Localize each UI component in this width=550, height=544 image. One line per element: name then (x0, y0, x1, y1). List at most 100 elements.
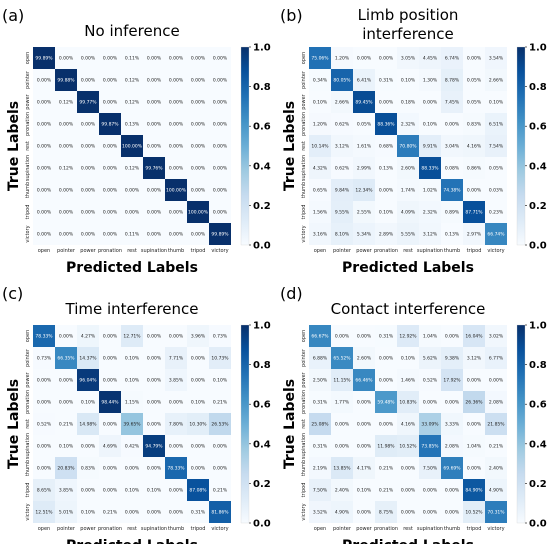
y-tick-label: victory (25, 503, 31, 520)
y-tick-label: pointer (301, 70, 307, 89)
panel-letter: (c) (2, 284, 23, 303)
heatmap-cell (77, 413, 99, 435)
cell-value-label: 0.83% (467, 122, 482, 128)
cell-value-label: 0.12% (59, 100, 74, 106)
cell-value-label: 0.00% (169, 78, 184, 84)
cell-value-label: 0.00% (147, 334, 162, 340)
colorbar-tick-label: 1.0 (529, 43, 547, 54)
colorbar-tick-label: 0.0 (253, 241, 271, 252)
x-tick-label: pronation (374, 526, 398, 532)
heatmap-cell (463, 179, 485, 201)
cell-value-label: 0.31% (379, 78, 394, 84)
cell-value-label: 1.20% (335, 56, 350, 62)
cell-value-label: 0.00% (335, 334, 350, 340)
cell-value-label: 1.15% (125, 400, 140, 406)
cell-value-label: 25.08% (311, 422, 329, 428)
heatmap-cell (187, 201, 209, 223)
heatmap-cell (55, 347, 77, 369)
x-tick-label: tripod (191, 526, 206, 532)
heatmap-cell (441, 413, 463, 435)
cell-value-label: 0.00% (125, 510, 140, 516)
cell-value-label: 4.45% (423, 56, 438, 62)
cell-value-label: 94.79% (145, 444, 163, 450)
heatmap-cell (55, 91, 77, 113)
heatmap-cell (397, 157, 419, 179)
cell-value-label: 9.38% (445, 356, 460, 362)
x-tick-label: pronation (98, 248, 122, 254)
cell-value-label: 0.12% (125, 78, 140, 84)
heatmap-cell (33, 479, 55, 501)
panel-letter: (b) (280, 6, 303, 25)
x-tick-label: open (314, 248, 326, 254)
heatmap-cell (165, 91, 187, 113)
heatmap-cell (441, 369, 463, 391)
heatmap-cell (187, 325, 209, 347)
cell-value-label: 3.52% (313, 510, 328, 516)
y-tick-label: rest (301, 419, 307, 429)
heatmap-cell (353, 325, 375, 347)
heatmap-cell (33, 435, 55, 457)
cell-value-label: 74.38% (443, 188, 461, 194)
heatmap-cell (397, 435, 419, 457)
heatmap-cell (187, 435, 209, 457)
x-tick-label: pronation (374, 248, 398, 254)
heatmap-cell (187, 391, 209, 413)
y-axis-label: True Labels (282, 379, 298, 469)
cell-value-label: 3.85% (59, 488, 74, 494)
cell-value-label: 0.00% (59, 144, 74, 150)
heatmap-cell (77, 391, 99, 413)
heatmap-cell (375, 47, 397, 69)
cell-value-label: 100.00% (188, 210, 209, 216)
y-tick-label: thumb (25, 182, 31, 198)
y-axis-label: True Labels (282, 101, 298, 191)
cell-value-label: 0.00% (103, 466, 118, 472)
cell-value-label: 0.00% (357, 334, 372, 340)
y-tick-label: thumb (301, 182, 307, 198)
heatmap-cell (463, 223, 485, 245)
heatmap-cell (463, 347, 485, 369)
heatmap-cell (187, 457, 209, 479)
y-tick-label: victory (25, 225, 31, 242)
cell-value-label: 0.00% (37, 166, 52, 172)
heatmap-cell (441, 135, 463, 157)
heatmap-cell (33, 347, 55, 369)
heatmap-cell (441, 479, 463, 501)
heatmap-cell (143, 223, 165, 245)
heatmap-cell (77, 479, 99, 501)
heatmap-cell (463, 325, 485, 347)
x-tick-label: victory (487, 248, 504, 254)
cell-value-label: 0.00% (59, 378, 74, 384)
cell-value-label: 2.66% (335, 100, 350, 106)
heatmap-cell (375, 179, 397, 201)
x-tick-label: power (356, 248, 372, 254)
cell-value-label: 6.77% (489, 356, 504, 362)
cell-value-label: 78.33% (35, 334, 53, 340)
cell-value-label: 6.88% (313, 356, 328, 362)
heatmap-cell (99, 91, 121, 113)
heatmap-cell (419, 435, 441, 457)
cell-value-label: 0.00% (147, 422, 162, 428)
cell-value-label: 0.31% (379, 334, 394, 340)
cell-value-label: 0.62% (335, 122, 350, 128)
heatmap-cell (397, 369, 419, 391)
cell-value-label: 4.16% (467, 144, 482, 150)
x-tick-label: rest (127, 248, 137, 254)
cell-value-label: 0.00% (169, 144, 184, 150)
heatmap-cell (309, 501, 331, 523)
heatmap-cell (209, 391, 231, 413)
heatmap-cell (485, 223, 507, 245)
cell-value-label: 5.01% (59, 510, 74, 516)
cell-value-label: 0.52% (37, 422, 52, 428)
heatmap-cell (419, 347, 441, 369)
heatmap-cell (441, 69, 463, 91)
cell-value-label: 0.00% (147, 122, 162, 128)
heatmap-cell (309, 223, 331, 245)
cell-value-label: 1.46% (401, 378, 416, 384)
cell-value-label: 0.05% (467, 100, 482, 106)
heatmap-cell (33, 369, 55, 391)
cell-value-label: 0.10% (81, 510, 96, 516)
heatmap-cell (209, 113, 231, 135)
heatmap-cell (375, 457, 397, 479)
cell-value-label: 0.00% (125, 210, 140, 216)
heatmap-cell (375, 435, 397, 457)
